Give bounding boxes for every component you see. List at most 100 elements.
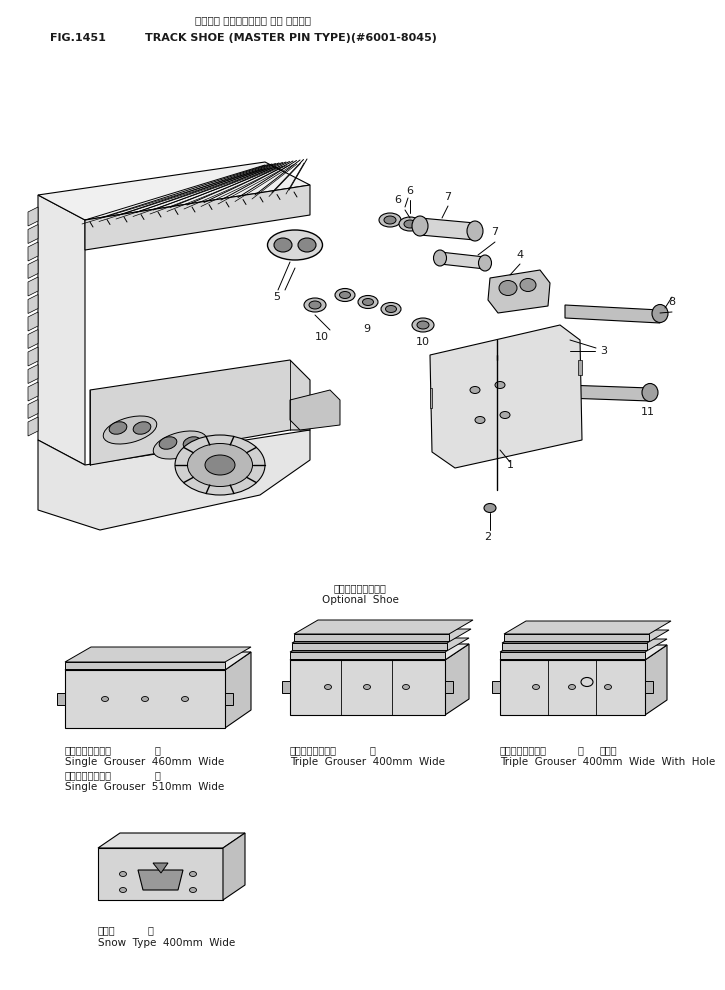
Polygon shape bbox=[502, 630, 669, 643]
Polygon shape bbox=[440, 252, 485, 269]
Polygon shape bbox=[290, 390, 340, 430]
Ellipse shape bbox=[189, 871, 196, 876]
Ellipse shape bbox=[478, 255, 492, 271]
Polygon shape bbox=[282, 681, 290, 693]
Ellipse shape bbox=[183, 437, 201, 449]
Ellipse shape bbox=[210, 451, 227, 464]
Polygon shape bbox=[28, 242, 38, 261]
Polygon shape bbox=[445, 681, 453, 693]
Ellipse shape bbox=[181, 697, 188, 702]
Ellipse shape bbox=[109, 422, 127, 435]
Polygon shape bbox=[28, 382, 38, 401]
Polygon shape bbox=[65, 647, 251, 662]
Ellipse shape bbox=[532, 684, 539, 689]
Polygon shape bbox=[290, 652, 445, 659]
Polygon shape bbox=[28, 207, 38, 226]
Ellipse shape bbox=[386, 306, 397, 313]
Polygon shape bbox=[504, 621, 671, 634]
Ellipse shape bbox=[120, 871, 126, 876]
Ellipse shape bbox=[205, 455, 235, 475]
Polygon shape bbox=[28, 312, 38, 331]
Polygon shape bbox=[504, 634, 649, 641]
Text: 6: 6 bbox=[407, 186, 413, 196]
Ellipse shape bbox=[470, 386, 480, 393]
Polygon shape bbox=[292, 643, 447, 650]
Ellipse shape bbox=[475, 417, 485, 424]
Polygon shape bbox=[28, 225, 38, 244]
Polygon shape bbox=[290, 660, 445, 715]
Ellipse shape bbox=[339, 291, 350, 299]
Polygon shape bbox=[57, 693, 65, 705]
Text: Optional  Shoe: Optional Shoe bbox=[322, 595, 399, 605]
Ellipse shape bbox=[335, 288, 355, 302]
Text: トリプルグローサ: トリプルグローサ bbox=[500, 745, 547, 755]
Ellipse shape bbox=[304, 298, 326, 312]
Polygon shape bbox=[565, 305, 660, 323]
Text: Triple  Grouser  400mm  Wide  With  Hole: Triple Grouser 400mm Wide With Hole bbox=[500, 757, 716, 767]
Ellipse shape bbox=[133, 422, 151, 435]
Polygon shape bbox=[28, 294, 38, 314]
Ellipse shape bbox=[203, 446, 257, 474]
Polygon shape bbox=[28, 259, 38, 278]
Polygon shape bbox=[500, 645, 667, 660]
Polygon shape bbox=[500, 652, 645, 659]
Polygon shape bbox=[28, 400, 38, 419]
Ellipse shape bbox=[379, 213, 401, 227]
Text: 雪上用: 雪上用 bbox=[98, 925, 115, 935]
Text: 2: 2 bbox=[484, 532, 492, 542]
Text: 幅: 幅 bbox=[155, 770, 161, 780]
Text: 9: 9 bbox=[363, 324, 370, 334]
Text: TRACK SHOE (MASTER PIN TYPE)(#6001-8045): TRACK SHOE (MASTER PIN TYPE)(#6001-8045) bbox=[145, 33, 437, 43]
Polygon shape bbox=[98, 848, 223, 900]
Ellipse shape bbox=[495, 381, 505, 388]
Bar bbox=[556, 345, 570, 357]
Ellipse shape bbox=[642, 383, 658, 402]
Ellipse shape bbox=[274, 238, 292, 252]
Ellipse shape bbox=[103, 416, 157, 445]
Polygon shape bbox=[65, 670, 225, 728]
Text: 7: 7 bbox=[444, 192, 452, 202]
Ellipse shape bbox=[399, 217, 421, 231]
Ellipse shape bbox=[412, 216, 428, 236]
Ellipse shape bbox=[434, 250, 447, 266]
Ellipse shape bbox=[141, 697, 149, 702]
Ellipse shape bbox=[298, 238, 316, 252]
Text: 幅: 幅 bbox=[370, 745, 376, 755]
Polygon shape bbox=[223, 833, 245, 900]
Polygon shape bbox=[98, 833, 245, 848]
Text: Snow  Type  400mm  Wide: Snow Type 400mm Wide bbox=[98, 938, 235, 948]
Ellipse shape bbox=[160, 437, 177, 449]
Text: シングルグローサ: シングルグローサ bbox=[65, 745, 112, 755]
Polygon shape bbox=[153, 863, 168, 873]
Ellipse shape bbox=[362, 299, 373, 306]
Ellipse shape bbox=[102, 697, 109, 702]
Text: FIG.1451: FIG.1451 bbox=[50, 33, 106, 43]
Polygon shape bbox=[645, 681, 653, 693]
Polygon shape bbox=[38, 430, 310, 530]
Ellipse shape bbox=[484, 504, 496, 513]
Polygon shape bbox=[292, 629, 471, 643]
Ellipse shape bbox=[325, 684, 331, 689]
Text: 4: 4 bbox=[516, 250, 523, 260]
Polygon shape bbox=[90, 360, 310, 465]
Polygon shape bbox=[294, 620, 473, 634]
Polygon shape bbox=[38, 162, 310, 220]
Polygon shape bbox=[28, 330, 38, 348]
Polygon shape bbox=[294, 634, 449, 641]
Polygon shape bbox=[492, 681, 500, 693]
Text: 8: 8 bbox=[668, 297, 676, 307]
Polygon shape bbox=[138, 870, 183, 890]
Polygon shape bbox=[225, 652, 251, 728]
Polygon shape bbox=[430, 388, 432, 408]
Text: 穴あき: 穴あき bbox=[600, 745, 618, 755]
Text: 幅: 幅 bbox=[578, 745, 584, 755]
Text: Single  Grouser  460mm  Wide: Single Grouser 460mm Wide bbox=[65, 757, 224, 767]
Ellipse shape bbox=[605, 684, 611, 689]
Polygon shape bbox=[38, 195, 85, 465]
Text: 5: 5 bbox=[273, 292, 281, 302]
Text: 6: 6 bbox=[394, 195, 402, 205]
Text: 幅: 幅 bbox=[148, 925, 154, 935]
Polygon shape bbox=[420, 218, 475, 240]
Ellipse shape bbox=[467, 221, 483, 241]
Ellipse shape bbox=[268, 230, 323, 260]
